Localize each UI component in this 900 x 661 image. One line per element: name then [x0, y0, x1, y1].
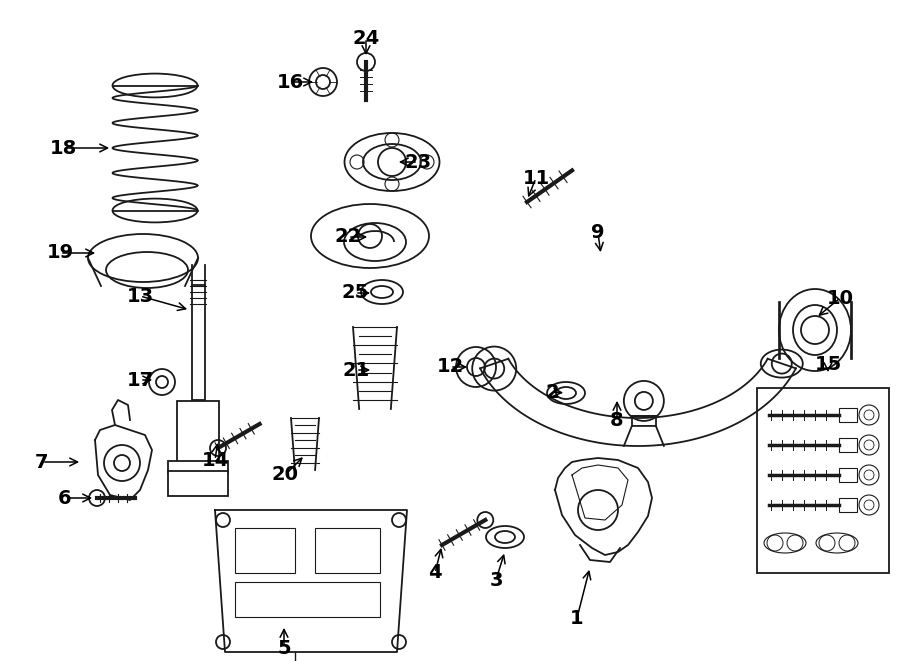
Text: 11: 11 [522, 169, 550, 188]
Bar [315, 528, 380, 573]
Text: 14: 14 [202, 451, 229, 469]
Bar [839, 408, 857, 422]
Text: 13: 13 [126, 286, 154, 305]
Text: 6: 6 [58, 488, 72, 508]
Text: 4: 4 [428, 563, 442, 582]
Bar [235, 528, 295, 573]
Bar [177, 401, 219, 469]
Text: 5: 5 [277, 639, 291, 658]
Text: 19: 19 [47, 243, 74, 262]
Text: 21: 21 [342, 360, 370, 379]
Text: 9: 9 [591, 223, 605, 243]
Text: 17: 17 [126, 371, 154, 389]
Text: 7: 7 [35, 453, 49, 471]
Bar [168, 461, 228, 473]
Text: 22: 22 [335, 227, 362, 247]
Text: 3: 3 [490, 570, 503, 590]
Bar [757, 388, 889, 573]
Text: 18: 18 [50, 139, 76, 157]
Bar [839, 468, 857, 482]
Bar [192, 285, 204, 400]
Bar [168, 471, 228, 496]
Text: 12: 12 [436, 358, 464, 377]
Text: 15: 15 [814, 356, 842, 375]
Text: 23: 23 [404, 153, 432, 171]
Text: 8: 8 [610, 410, 624, 430]
Text: 16: 16 [276, 73, 303, 91]
Text: 2: 2 [545, 383, 559, 401]
Bar [839, 498, 857, 512]
Text: 10: 10 [826, 288, 853, 307]
Text: 24: 24 [353, 28, 380, 48]
Bar [839, 438, 857, 452]
Text: 20: 20 [272, 465, 299, 485]
Bar [235, 582, 380, 617]
Text: 25: 25 [341, 284, 369, 303]
Text: 1: 1 [571, 609, 584, 627]
